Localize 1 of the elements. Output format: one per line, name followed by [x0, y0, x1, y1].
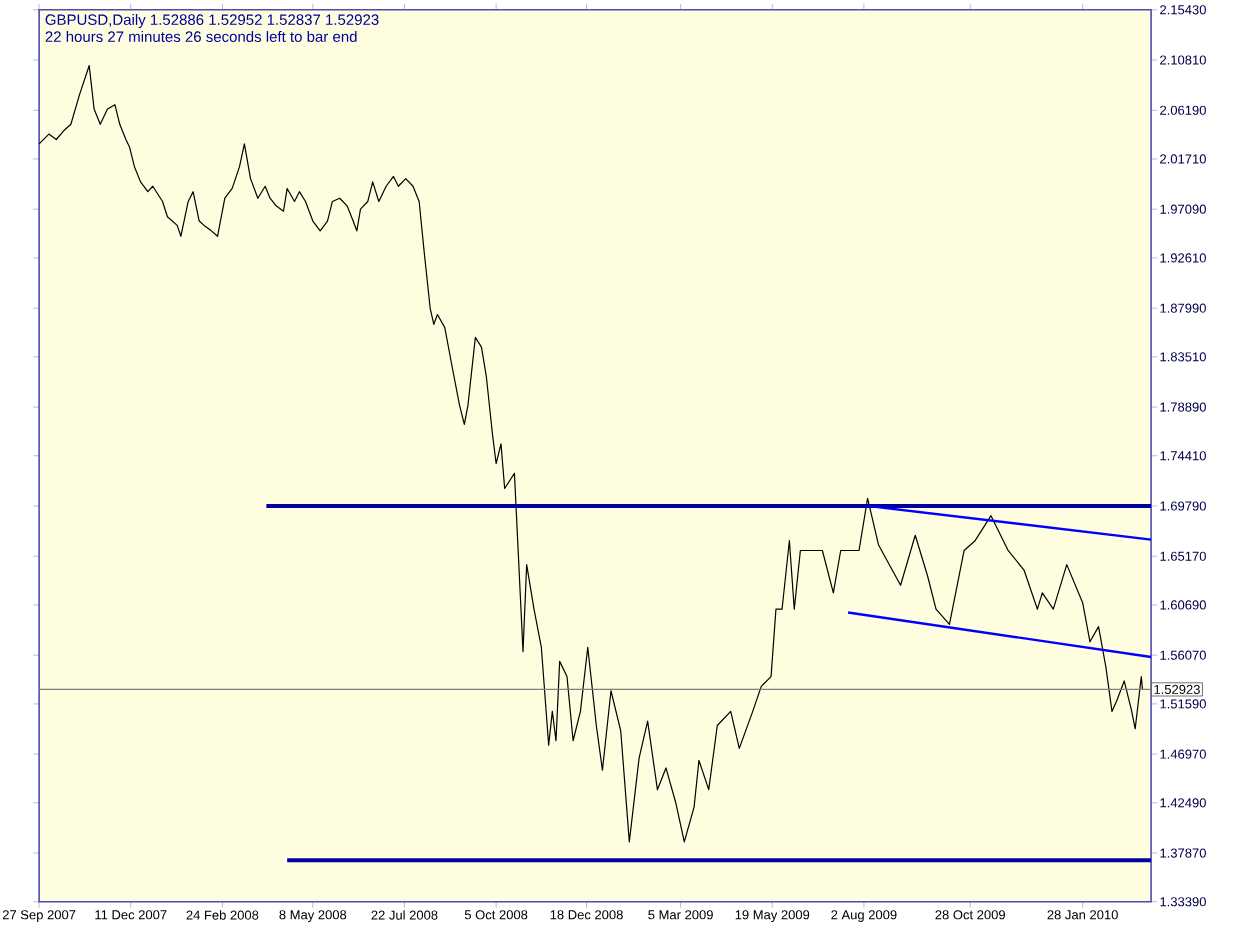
- line-series: [38, 64, 1144, 843]
